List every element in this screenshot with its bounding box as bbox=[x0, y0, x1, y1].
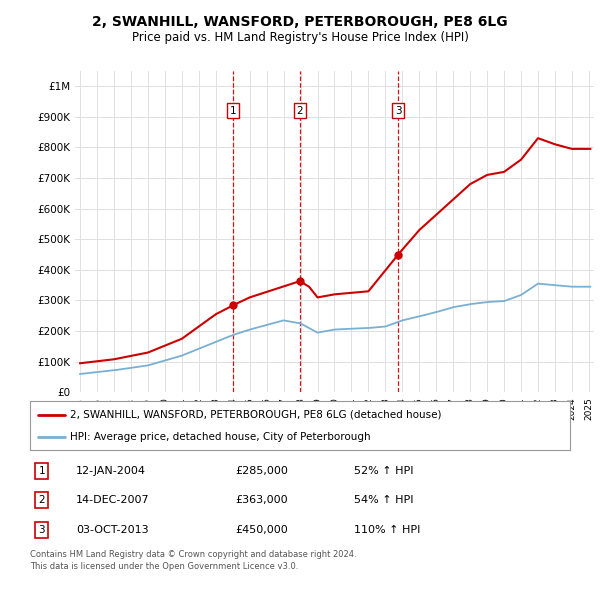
Text: £363,000: £363,000 bbox=[235, 495, 288, 505]
Text: 03-OCT-2013: 03-OCT-2013 bbox=[76, 525, 149, 535]
Text: 14-DEC-2007: 14-DEC-2007 bbox=[76, 495, 149, 505]
Text: Contains HM Land Registry data © Crown copyright and database right 2024.: Contains HM Land Registry data © Crown c… bbox=[30, 550, 356, 559]
Text: 2: 2 bbox=[38, 495, 45, 505]
Text: 3: 3 bbox=[395, 106, 401, 116]
Text: 110% ↑ HPI: 110% ↑ HPI bbox=[354, 525, 421, 535]
Text: 1: 1 bbox=[230, 106, 236, 116]
Text: 2: 2 bbox=[296, 106, 303, 116]
Text: 3: 3 bbox=[38, 525, 45, 535]
Text: This data is licensed under the Open Government Licence v3.0.: This data is licensed under the Open Gov… bbox=[30, 562, 298, 571]
Text: 54% ↑ HPI: 54% ↑ HPI bbox=[354, 495, 413, 505]
Text: £285,000: £285,000 bbox=[235, 466, 288, 476]
Text: 2, SWANHILL, WANSFORD, PETERBOROUGH, PE8 6LG (detached house): 2, SWANHILL, WANSFORD, PETERBOROUGH, PE8… bbox=[71, 409, 442, 419]
Text: 1: 1 bbox=[38, 466, 45, 476]
Text: £450,000: £450,000 bbox=[235, 525, 288, 535]
Text: Price paid vs. HM Land Registry's House Price Index (HPI): Price paid vs. HM Land Registry's House … bbox=[131, 31, 469, 44]
Text: 2, SWANHILL, WANSFORD, PETERBOROUGH, PE8 6LG: 2, SWANHILL, WANSFORD, PETERBOROUGH, PE8… bbox=[92, 15, 508, 29]
Text: 52% ↑ HPI: 52% ↑ HPI bbox=[354, 466, 413, 476]
Text: 12-JAN-2004: 12-JAN-2004 bbox=[76, 466, 146, 476]
Text: HPI: Average price, detached house, City of Peterborough: HPI: Average price, detached house, City… bbox=[71, 432, 371, 442]
